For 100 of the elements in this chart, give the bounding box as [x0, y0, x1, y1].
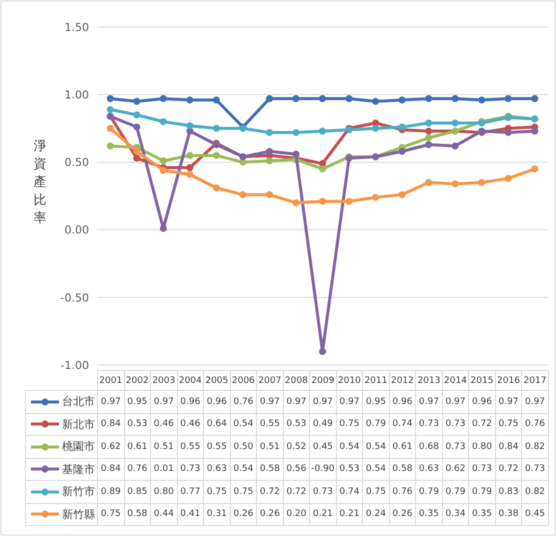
data-label: 0.74: [389, 413, 416, 436]
data-label: 0.97: [442, 390, 469, 413]
data-label: 0.54: [362, 458, 390, 480]
data-label: 0.26: [389, 503, 416, 526]
point: [452, 142, 459, 150]
data-label: 0.24: [362, 503, 390, 526]
y-tick-label: 0.50: [64, 156, 89, 170]
x-tick-label: 2015: [468, 370, 496, 390]
data-label: 0.75: [230, 480, 257, 503]
x-tick-label: 2013: [416, 370, 442, 390]
data-label: 0.76: [230, 390, 257, 413]
data-label: 0.77: [177, 480, 204, 503]
legend-label: 新竹市: [62, 484, 95, 499]
data-label: 0.79: [442, 480, 469, 503]
data-label: 0.97: [256, 390, 284, 413]
x-tick-label: 2006: [230, 370, 257, 390]
data-label: 0.72: [256, 480, 284, 503]
data-label: 0.83: [495, 480, 522, 503]
point: [319, 198, 326, 205]
x-tick-label: 2005: [204, 370, 230, 390]
point: [425, 119, 432, 126]
data-label: 0.53: [283, 413, 310, 436]
data-label: 0.75: [336, 413, 363, 436]
data-label: 0.84: [98, 458, 124, 480]
x-tick-label: 2008: [283, 370, 310, 390]
point: [478, 178, 486, 186]
data-label: 0.54: [336, 436, 363, 458]
point: [186, 122, 194, 130]
point: [212, 96, 220, 104]
data-label: 0.56: [283, 458, 310, 480]
data-label: 0.52: [283, 436, 310, 458]
point: [425, 128, 432, 135]
point: [398, 124, 406, 131]
data-label: 0.97: [310, 390, 336, 413]
data-label: 0.63: [204, 458, 230, 480]
data-label: 0.45: [522, 503, 548, 526]
data-label: 0.63: [416, 458, 442, 480]
data-label: 0.55: [177, 436, 204, 458]
x-tick-label: 2002: [124, 370, 151, 390]
data-label: 0.50: [230, 436, 257, 458]
point: [212, 152, 220, 159]
x-tick-label: 2010: [336, 370, 363, 390]
data-label: 0.73: [177, 458, 204, 480]
point: [346, 198, 353, 205]
data-label: 0.62: [98, 436, 124, 458]
point: [372, 124, 380, 132]
data-label: 0.51: [256, 436, 284, 458]
data-label: 0.73: [442, 413, 469, 436]
point: [346, 95, 353, 102]
data-label: 0.97: [416, 390, 442, 413]
point: [478, 96, 486, 104]
point: [160, 118, 167, 126]
data-label: 0.79: [362, 413, 390, 436]
point: [266, 191, 273, 198]
data-label: 0.58: [256, 458, 284, 480]
data-label: 0.79: [468, 480, 496, 503]
data-label: 0.21: [310, 503, 336, 526]
point: [531, 128, 538, 135]
data-label: 0.96: [177, 390, 204, 413]
data-label: 0.41: [177, 503, 204, 526]
data-label: 0.01: [150, 458, 178, 480]
y-tick-label: 1.00: [64, 88, 89, 102]
point: [133, 111, 140, 118]
y-tick-label: -0.50: [60, 291, 89, 304]
data-label: 0.44: [150, 503, 178, 526]
data-label: 0.54: [362, 436, 390, 458]
point: [133, 98, 140, 105]
data-label: 0.20: [283, 503, 310, 526]
point: [266, 148, 273, 155]
data-label: 0.51: [150, 436, 178, 458]
x-tick-label: 2014: [442, 370, 469, 390]
point: [319, 95, 326, 102]
legend-label: 基隆市: [62, 462, 95, 476]
data-label: 0.97: [98, 390, 124, 413]
data-label: 0.58: [124, 503, 151, 526]
point: [266, 95, 273, 102]
point: [504, 174, 512, 182]
point: [398, 148, 406, 155]
data-label: 0.79: [416, 480, 442, 503]
point: [452, 180, 459, 188]
data-label: 0.75: [204, 480, 230, 503]
y-tick-label: 0.00: [64, 224, 89, 237]
legend-label: 台北市: [62, 394, 95, 409]
data-label: 0.84: [98, 413, 124, 436]
data-label: 0.80: [468, 436, 496, 458]
data-label: 0.76: [124, 458, 151, 480]
legend-label: 新北市: [62, 416, 95, 432]
point: [106, 106, 114, 113]
point: [531, 95, 538, 102]
x-tick-label: 2007: [256, 370, 284, 390]
point: [452, 119, 459, 126]
point: [160, 166, 167, 174]
data-label: 0.38: [495, 503, 522, 526]
point: [319, 348, 326, 355]
data-label: 0.80: [150, 480, 178, 503]
x-tick-label: 2001: [98, 370, 124, 390]
data-label: 0.72: [495, 458, 522, 480]
data-label: 0.96: [468, 390, 496, 413]
data-label: 0.95: [124, 390, 151, 413]
point: [133, 124, 140, 131]
